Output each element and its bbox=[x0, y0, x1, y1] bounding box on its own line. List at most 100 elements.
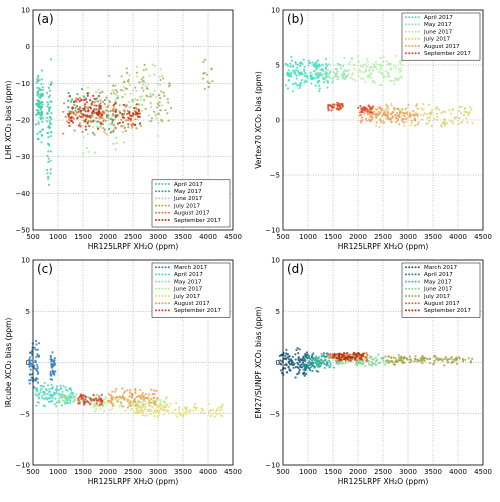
data-point bbox=[128, 100, 131, 104]
data-point bbox=[141, 414, 144, 417]
data-point bbox=[294, 353, 297, 356]
data-point bbox=[188, 410, 191, 413]
data-point bbox=[127, 123, 130, 126]
data-point bbox=[380, 356, 383, 359]
data-point bbox=[155, 410, 158, 414]
legend-entry: July 2017 bbox=[173, 294, 201, 300]
data-point bbox=[358, 359, 362, 362]
data-point bbox=[387, 75, 390, 79]
data-point bbox=[121, 95, 124, 99]
x-tick-label: 500 bbox=[276, 468, 289, 476]
data-point bbox=[101, 116, 104, 119]
legend-marker bbox=[161, 280, 164, 283]
data-point bbox=[67, 113, 70, 116]
data-point bbox=[48, 94, 52, 97]
legend-marker bbox=[164, 197, 167, 200]
data-point bbox=[42, 404, 45, 407]
data-point bbox=[379, 107, 382, 110]
legend-entry: April 2017 bbox=[424, 272, 453, 278]
data-point bbox=[324, 58, 327, 61]
data-point bbox=[89, 99, 92, 102]
data-point bbox=[40, 112, 43, 115]
data-point bbox=[318, 84, 321, 87]
data-point bbox=[111, 114, 114, 117]
data-point bbox=[341, 355, 344, 358]
data-point bbox=[159, 78, 162, 82]
data-point bbox=[286, 371, 289, 374]
legend-marker bbox=[155, 273, 157, 276]
data-point bbox=[379, 118, 382, 121]
legend-entry: August 2017 bbox=[174, 211, 210, 217]
x-tick-label: 500 bbox=[26, 233, 39, 241]
data-point bbox=[442, 118, 445, 121]
data-point bbox=[435, 112, 439, 115]
data-point bbox=[465, 111, 468, 114]
data-point bbox=[28, 365, 31, 368]
data-point bbox=[441, 359, 444, 362]
data-point bbox=[340, 67, 343, 70]
data-point bbox=[452, 122, 455, 125]
data-point bbox=[49, 356, 53, 359]
data-point bbox=[142, 398, 146, 402]
data-point bbox=[286, 353, 289, 356]
data-point bbox=[29, 363, 32, 366]
x-tick-label: 3500 bbox=[424, 233, 442, 241]
legend-marker bbox=[411, 287, 414, 290]
data-point bbox=[100, 403, 103, 406]
data-point bbox=[377, 353, 380, 356]
data-point bbox=[347, 63, 350, 66]
data-point bbox=[149, 95, 152, 98]
x-axis-label: HR125LRPF XH₂O (ppm) bbox=[88, 242, 179, 251]
data-point bbox=[377, 71, 380, 74]
legend-marker bbox=[405, 287, 407, 290]
data-point bbox=[135, 103, 138, 106]
y-tick-label: 5 bbox=[276, 62, 280, 70]
data-point bbox=[415, 113, 418, 116]
legend-marker bbox=[417, 45, 420, 47]
data-point bbox=[182, 415, 185, 418]
data-point bbox=[152, 110, 156, 113]
legend-marker bbox=[411, 52, 414, 55]
data-point bbox=[428, 119, 431, 122]
data-point bbox=[46, 392, 49, 395]
data-point bbox=[85, 115, 89, 118]
x-tick-label: 4000 bbox=[199, 468, 217, 476]
data-point bbox=[320, 355, 323, 358]
data-point bbox=[99, 125, 102, 128]
legend-marker bbox=[405, 309, 407, 312]
legend-marker bbox=[405, 295, 407, 297]
data-point bbox=[71, 391, 74, 394]
data-point bbox=[66, 106, 70, 109]
data-point bbox=[141, 80, 145, 83]
data-point bbox=[390, 102, 393, 106]
y-axis-label: LHR XCO₂ bias (ppm) bbox=[4, 80, 13, 159]
data-point bbox=[103, 102, 106, 106]
data-point bbox=[120, 88, 123, 92]
data-point bbox=[71, 121, 75, 124]
data-point bbox=[330, 105, 334, 108]
legend-marker bbox=[411, 280, 414, 283]
data-point bbox=[94, 151, 97, 154]
data-point bbox=[129, 92, 132, 95]
data-point bbox=[471, 122, 474, 125]
data-point bbox=[131, 99, 134, 102]
data-point bbox=[374, 362, 377, 365]
y-tick-label: 5 bbox=[276, 308, 280, 316]
data-point bbox=[152, 411, 155, 414]
data-point bbox=[34, 113, 38, 116]
data-point bbox=[116, 96, 119, 100]
data-point bbox=[288, 363, 292, 366]
data-point bbox=[400, 76, 403, 79]
data-point bbox=[340, 74, 343, 77]
data-point bbox=[92, 125, 95, 128]
data-point bbox=[414, 124, 417, 127]
data-point bbox=[45, 116, 49, 119]
x-tick-label: 1000 bbox=[299, 468, 317, 476]
data-point bbox=[131, 393, 134, 397]
data-point bbox=[301, 62, 304, 65]
legend-marker bbox=[414, 280, 417, 283]
data-point bbox=[114, 148, 117, 151]
legend-entry: September 2017 bbox=[174, 308, 221, 314]
series-3 bbox=[312, 352, 339, 369]
legend-marker bbox=[158, 211, 161, 214]
